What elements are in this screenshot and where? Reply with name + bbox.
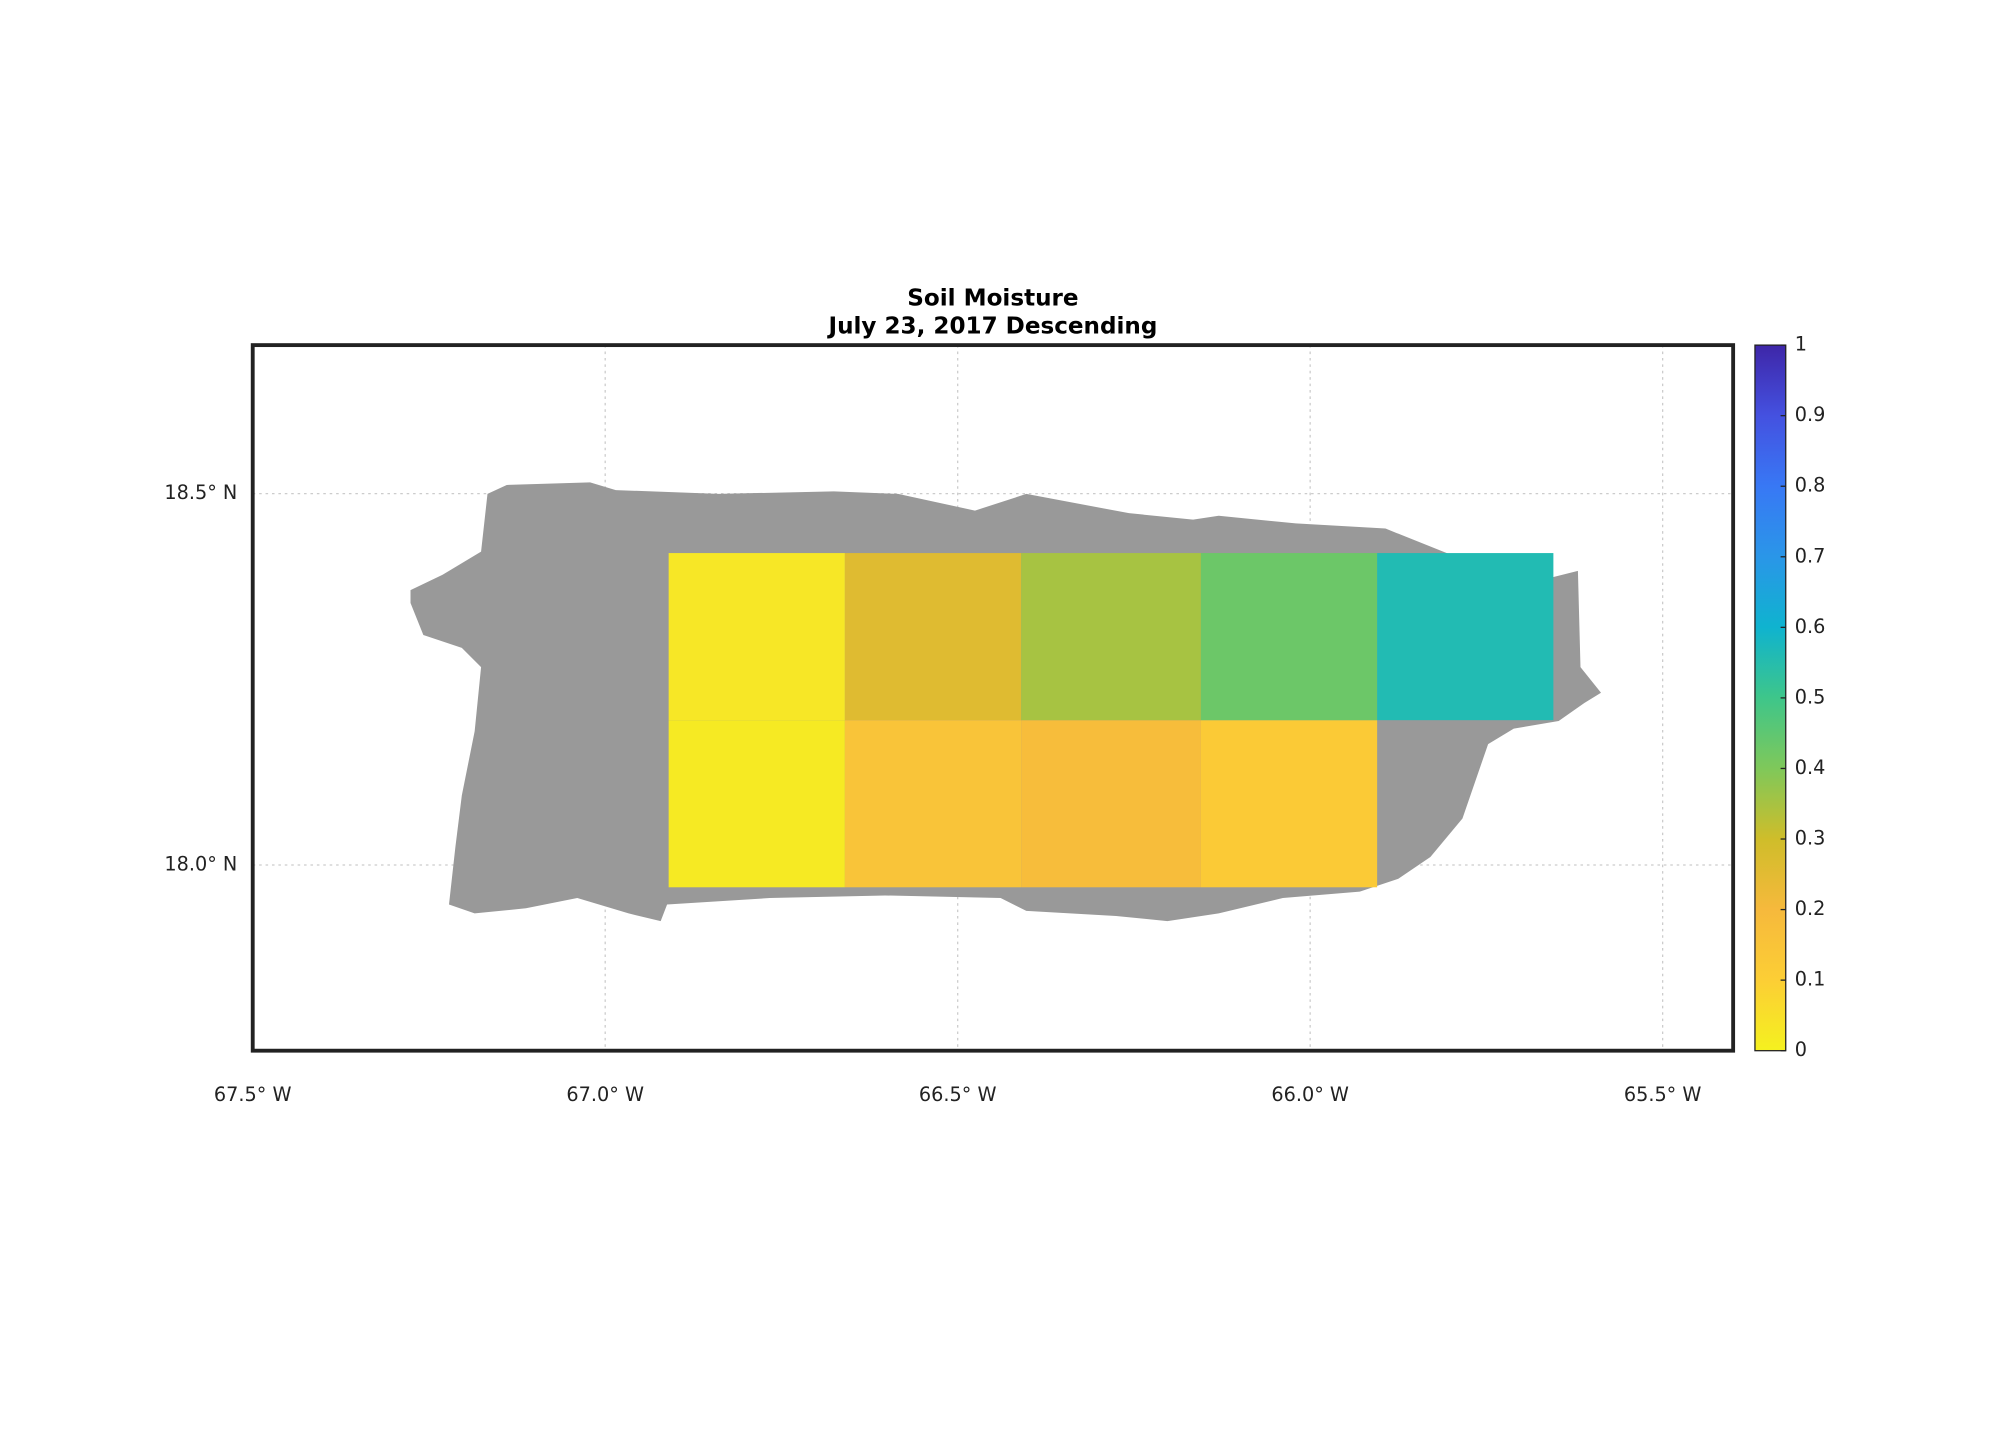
heatmap-cell [668,553,845,721]
heatmap-cell [844,720,1022,888]
y-tick-label: 18.5° N [164,481,237,504]
colorbar-tick-label: 0.2 [1795,897,1826,920]
x-tick-label: 67.5° W [214,1083,292,1106]
colorbar-tick-label: 0.5 [1795,685,1826,708]
colorbar-tick-label: 0.8 [1795,474,1826,497]
colorbar-tick-label: 1 [1795,333,1807,356]
plot-frame [250,343,1736,1053]
heatmap-cell [1377,553,1554,721]
colorbar-tick-label: 0.7 [1795,544,1826,567]
colorbar-tick-label: 0.9 [1795,403,1826,426]
heatmap-cell [1200,720,1378,888]
y-tick-label: 18.0° N [164,853,237,876]
colorbar-tick-label: 0.4 [1795,756,1826,779]
heatmap-cell [1200,553,1378,721]
chart-title: Soil Moisture [907,285,1078,311]
x-tick-label: 65.5° W [1624,1083,1702,1106]
x-tick-label: 66.5° W [919,1083,997,1106]
colorbar-tick-label: 0 [1795,1038,1807,1061]
heatmap-cell [668,720,845,888]
chart-subtitle: July 23, 2017 Descending [826,314,1157,340]
heatmap-cell [844,553,1022,721]
colorbar-tick-label: 0.6 [1795,615,1826,638]
colorbar-tick-label: 0.3 [1795,827,1826,850]
heatmap-cell [1021,720,1201,888]
colorbar-tick-label: 0.1 [1795,968,1826,991]
x-tick-label: 67.0° W [566,1083,644,1106]
x-tick-label: 66.0° W [1271,1083,1349,1106]
heatmap-cell [1021,553,1201,721]
